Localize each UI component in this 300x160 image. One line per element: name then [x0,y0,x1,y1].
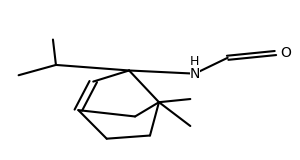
Text: N: N [190,67,200,81]
Text: H: H [190,55,200,68]
Text: O: O [280,46,291,60]
